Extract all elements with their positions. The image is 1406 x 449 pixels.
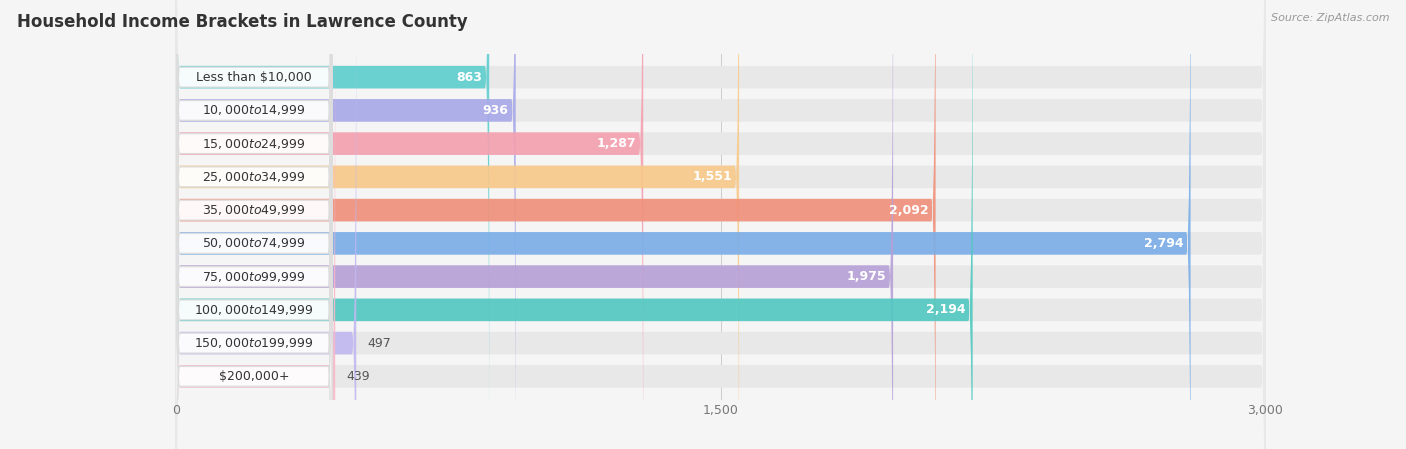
Text: Household Income Brackets in Lawrence County: Household Income Brackets in Lawrence Co… (17, 13, 468, 31)
Text: $75,000 to $99,999: $75,000 to $99,999 (202, 269, 305, 284)
FancyBboxPatch shape (176, 0, 1265, 449)
FancyBboxPatch shape (176, 0, 1265, 449)
Text: 1,287: 1,287 (596, 137, 636, 150)
FancyBboxPatch shape (176, 0, 973, 449)
Text: $200,000+: $200,000+ (218, 370, 290, 383)
FancyBboxPatch shape (176, 0, 332, 433)
FancyBboxPatch shape (176, 0, 1265, 449)
FancyBboxPatch shape (176, 0, 332, 449)
Text: 1,551: 1,551 (692, 170, 733, 183)
Text: 2,092: 2,092 (889, 204, 928, 216)
FancyBboxPatch shape (176, 0, 935, 449)
FancyBboxPatch shape (176, 0, 356, 449)
FancyBboxPatch shape (176, 0, 893, 449)
FancyBboxPatch shape (176, 0, 1265, 449)
FancyBboxPatch shape (176, 0, 335, 449)
FancyBboxPatch shape (176, 0, 332, 449)
Text: 497: 497 (367, 337, 391, 350)
Text: 1,975: 1,975 (846, 270, 886, 283)
Text: 2,794: 2,794 (1143, 237, 1184, 250)
FancyBboxPatch shape (176, 0, 1265, 449)
FancyBboxPatch shape (176, 0, 643, 449)
FancyBboxPatch shape (176, 0, 332, 449)
Text: $50,000 to $74,999: $50,000 to $74,999 (202, 236, 305, 251)
FancyBboxPatch shape (176, 0, 489, 449)
FancyBboxPatch shape (176, 0, 1265, 449)
FancyBboxPatch shape (176, 0, 1265, 449)
Text: $10,000 to $14,999: $10,000 to $14,999 (202, 103, 305, 117)
Text: $25,000 to $34,999: $25,000 to $34,999 (202, 170, 305, 184)
FancyBboxPatch shape (176, 0, 516, 449)
Text: $100,000 to $149,999: $100,000 to $149,999 (194, 303, 314, 317)
FancyBboxPatch shape (176, 21, 332, 449)
Text: 2,194: 2,194 (925, 304, 966, 317)
Text: $15,000 to $24,999: $15,000 to $24,999 (202, 136, 305, 150)
FancyBboxPatch shape (176, 0, 332, 449)
Text: Less than $10,000: Less than $10,000 (195, 70, 312, 84)
FancyBboxPatch shape (176, 0, 332, 449)
Text: 439: 439 (346, 370, 370, 383)
Text: Source: ZipAtlas.com: Source: ZipAtlas.com (1271, 13, 1389, 23)
FancyBboxPatch shape (176, 0, 332, 400)
FancyBboxPatch shape (176, 0, 332, 449)
FancyBboxPatch shape (176, 0, 1191, 449)
FancyBboxPatch shape (176, 0, 740, 449)
Text: $35,000 to $49,999: $35,000 to $49,999 (202, 203, 305, 217)
Text: $150,000 to $199,999: $150,000 to $199,999 (194, 336, 314, 350)
FancyBboxPatch shape (176, 54, 332, 449)
Text: 863: 863 (456, 70, 482, 84)
FancyBboxPatch shape (176, 0, 1265, 449)
Text: 936: 936 (482, 104, 509, 117)
FancyBboxPatch shape (176, 0, 1265, 449)
FancyBboxPatch shape (176, 0, 1265, 449)
